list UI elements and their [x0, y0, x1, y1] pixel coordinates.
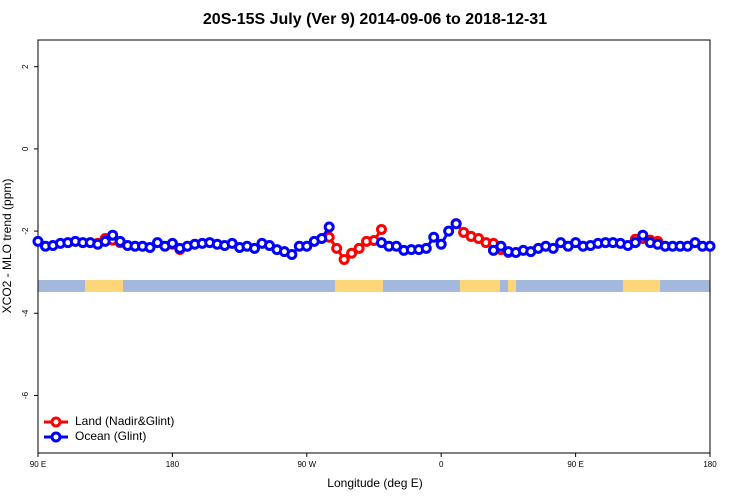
data-point: [338, 253, 350, 265]
data-point: [637, 229, 649, 241]
surface-strip: [38, 280, 710, 292]
data-point: [32, 235, 44, 247]
land-strip: [335, 280, 383, 292]
data-point: [353, 242, 365, 254]
legend-label: Ocean (Glint): [75, 429, 146, 443]
data-point: [450, 218, 462, 230]
data-point: [375, 223, 387, 235]
y-axis-label: XCO2 - MLO trend (ppm): [0, 179, 14, 314]
land-strip: [623, 280, 660, 292]
chart-title: 20S-15S July (Ver 9) 2014-09-06 to 2018-…: [203, 11, 547, 28]
data-point: [107, 229, 119, 241]
x-tick-label: 90 W: [297, 460, 316, 469]
y-tick-label: -2: [21, 227, 30, 235]
data-point: [301, 240, 313, 252]
x-axis-label: Longitude (deg E): [327, 476, 422, 490]
data-point: [316, 232, 328, 244]
x-tick-label: 180: [703, 460, 717, 469]
data-point: [249, 242, 261, 254]
data-point: [547, 242, 559, 254]
data-point: [435, 238, 447, 250]
y-tick-label: 2: [21, 64, 30, 69]
land-strip: [85, 280, 123, 292]
y-tick-label: 0: [21, 146, 30, 151]
data-point: [495, 240, 507, 252]
legend-label: Land (Nadir&Glint): [75, 414, 174, 428]
y-tick-label: -6: [21, 391, 30, 399]
data-point: [420, 242, 432, 254]
x-tick-label: 90 E: [30, 460, 46, 469]
legend-marker: [50, 431, 62, 443]
data-point: [166, 237, 178, 249]
data-point: [428, 231, 440, 243]
data-point: [323, 221, 335, 233]
legend-marker: [50, 416, 62, 428]
data-point: [286, 249, 298, 261]
x-tick-label: 180: [166, 460, 180, 469]
land-strip: [508, 280, 516, 292]
y-tick-label: -4: [21, 309, 30, 317]
data-point: [443, 225, 455, 237]
data-point: [629, 237, 641, 249]
data-point: [144, 242, 156, 254]
data-point: [99, 235, 111, 247]
x-tick-label: 90 E: [567, 460, 583, 469]
data-point: [704, 240, 716, 252]
x-tick-label: 0: [439, 460, 444, 469]
data-point: [346, 247, 358, 259]
land-strip: [460, 280, 500, 292]
data-point: [331, 242, 343, 254]
